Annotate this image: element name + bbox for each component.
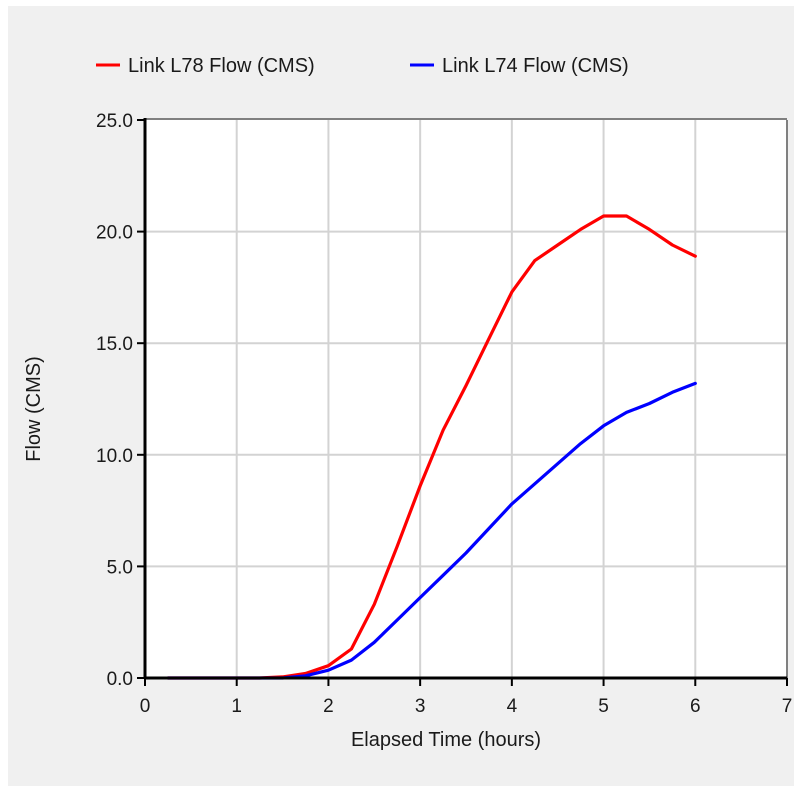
- grid-lines: [145, 120, 787, 678]
- axes: [143, 118, 788, 680]
- x-tick-label: 5: [598, 696, 609, 717]
- flow-chart: 0 1 2 3 4 5 6 7 0.0 5.0 10.0 15.0 20.0 25.0 Elapsed T…: [23, 55, 792, 751]
- x-tick-label: 4: [507, 696, 518, 717]
- y-tick-label: 10.0: [96, 446, 133, 467]
- x-tick-label: 3: [415, 696, 426, 717]
- y-tick-label: 5.0: [107, 557, 133, 578]
- x-tick-label: 2: [323, 696, 334, 717]
- x-tick-label: 6: [690, 696, 701, 717]
- plot-area: [145, 120, 787, 678]
- y-tick-label: 25.0: [96, 111, 133, 132]
- x-tick-label: 0: [140, 696, 151, 717]
- legend: Link L78 Flow (CMS) Link L74 Flow (CMS): [96, 55, 629, 77]
- legend-label-l74: Link L74 Flow (CMS): [442, 55, 629, 77]
- x-tick-label: 7: [782, 696, 793, 717]
- chart-panel: 0 1 2 3 4 5 6 7 0.0 5.0 10.0 15.0 20.0 25.0 Elapsed T…: [8, 6, 794, 786]
- y-tick-label: 20.0: [96, 223, 133, 244]
- y-tick-label: 0.0: [107, 669, 133, 690]
- y-tick-label: 15.0: [96, 334, 133, 355]
- tick-labels: 0 1 2 3 4 5 6 7 0.0 5.0 10.0 15.0 20.0 25.0: [96, 111, 792, 717]
- x-axis-title: Elapsed Time (hours): [351, 729, 541, 751]
- x-tick-label: 1: [231, 696, 242, 717]
- legend-label-l78: Link L78 Flow (CMS): [128, 55, 315, 77]
- y-axis-title: Flow (CMS): [23, 356, 45, 462]
